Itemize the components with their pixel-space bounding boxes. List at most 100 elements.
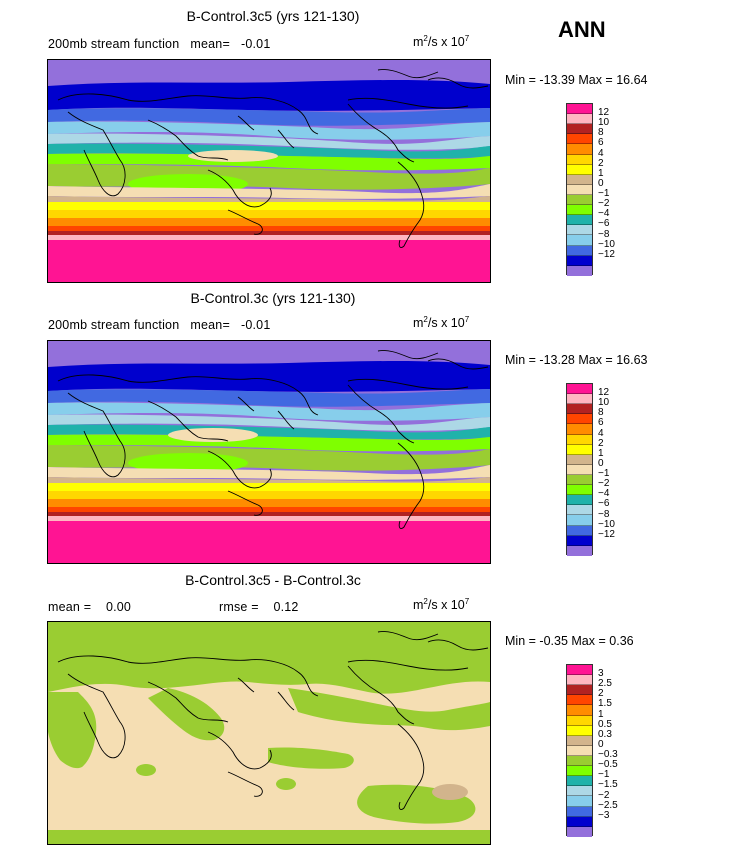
panel-3-rmse-value: 0.12 xyxy=(273,600,299,614)
band-orange xyxy=(48,218,490,226)
coastlines xyxy=(57,350,489,530)
band-wheat xyxy=(48,465,490,480)
panel-2-legend-swatch xyxy=(567,474,592,486)
unit-base: m xyxy=(413,35,424,50)
panel-1-legend-tick-label: −4 xyxy=(598,208,610,220)
panel-3-map xyxy=(47,621,491,845)
panel-3-mean-label: mean = xyxy=(48,600,92,614)
panel-1-legend-tick-label: −2 xyxy=(598,198,610,210)
blob-green-2 xyxy=(276,778,296,790)
band-sky xyxy=(48,402,490,421)
panel-2-legend-tick-label: 12 xyxy=(598,387,610,399)
panel-2-legend-tick-label: 4 xyxy=(598,427,604,439)
zone-green-west xyxy=(48,692,97,769)
blob-wheat-1 xyxy=(188,150,278,162)
panel-3-max-value: 0.36 xyxy=(609,634,634,648)
panel-1-mean-value: -0.01 xyxy=(241,37,271,51)
panel-3-legend-swatch xyxy=(567,745,592,756)
panel-1-title: B-Control.3c5 (yrs 121-130) xyxy=(186,8,360,24)
panel-3-rmse: rmse = 0.12 xyxy=(219,600,299,614)
band-firebrick xyxy=(48,231,490,235)
zone-green-mid xyxy=(148,688,225,741)
panel-1-legend-tick-label: −10 xyxy=(598,238,615,250)
panel-1-legend-swatch xyxy=(567,104,592,115)
panel-3-legend-swatch xyxy=(567,806,592,817)
panel-3-legend-tick-label: −2.5 xyxy=(598,799,618,811)
panel-1-legend-tick-label: −12 xyxy=(598,248,615,260)
panel-1-legend-tick-label: 4 xyxy=(598,147,604,159)
blob-tan xyxy=(432,784,468,800)
band-teal xyxy=(48,424,490,440)
panel-1-legend-tick-label: 2 xyxy=(598,157,604,169)
band-yellow xyxy=(48,202,490,210)
panel-2-subtitle: 200mb stream function mean= -0.01 xyxy=(48,318,271,332)
panel-2-legend-swatch xyxy=(567,444,592,455)
panel-1-legend-swatch xyxy=(567,144,592,155)
band-chartreuse xyxy=(48,434,490,452)
panel-1-legend-swatch xyxy=(567,235,592,246)
panel-3-legend-tick-label: 2.5 xyxy=(598,678,612,690)
panel-1-map xyxy=(47,59,491,283)
panel-2-legend-swatch xyxy=(567,414,592,425)
panel-1-legend-tick-label: 0 xyxy=(598,177,604,189)
panel-2-map-svg xyxy=(48,341,490,563)
panel-1-map-svg xyxy=(48,60,490,282)
panel-3-legend-swatch xyxy=(567,796,592,807)
panel-3-legend-tick-label: −2 xyxy=(598,789,610,801)
band-lightblue xyxy=(48,133,490,150)
band-chartreuse xyxy=(48,153,490,171)
band-orangered xyxy=(48,226,490,231)
panel-1-legend-swatch xyxy=(567,184,592,195)
panel-3-legend-tick-label: −0.5 xyxy=(598,759,618,771)
panel-3-legend-tick-label: 3 xyxy=(598,668,604,680)
panel-2-legend-swatch xyxy=(567,434,592,445)
panel-3-legend-tick-label: 0.3 xyxy=(598,728,612,740)
zone-green-east xyxy=(288,688,490,731)
zone-green-center xyxy=(268,747,354,769)
band-blue xyxy=(48,361,490,392)
band-gold xyxy=(48,491,490,499)
panel-3-minmax: Min = -0.35 Max = 0.36 xyxy=(505,634,634,648)
panel-3-map-svg xyxy=(48,622,490,844)
coastlines xyxy=(57,69,489,249)
panel-3-legend-tick-label: 0 xyxy=(598,738,604,750)
panel-2-legend-swatch xyxy=(567,535,592,546)
blob-chartreuse xyxy=(128,453,248,473)
panel-2-legend-swatch xyxy=(567,424,592,435)
panel-3-min-label: Min = xyxy=(505,634,536,648)
panel-1-mean-label: mean= xyxy=(190,37,230,51)
panel-3-legend-swatch xyxy=(567,735,592,746)
panel-1-minmax: Min = -13.39 Max = 16.64 xyxy=(505,73,648,87)
band-wheat xyxy=(48,184,490,199)
panel-3-legend: 3 2.5 2 1.5 1 0.5 0.3 0 −0.3 −0.5 −1 −1.5 −2 −2.5 −3 xyxy=(566,664,646,837)
panel-1-legend-tick-label: 1 xyxy=(598,167,604,179)
band-pink xyxy=(48,521,490,563)
unit-tail: /s x 10 xyxy=(427,598,465,613)
panel-1-legend-tick-label: 8 xyxy=(598,127,604,139)
band-lightpink xyxy=(48,235,490,240)
panel-1-max-value: 16.64 xyxy=(616,73,648,87)
panel-1-legend-tick-label: −6 xyxy=(598,218,610,230)
panel-3-legend-tick-label: 2 xyxy=(598,688,604,700)
panel-2-legend-swatch xyxy=(567,495,592,506)
panel-1-legend-swatch xyxy=(567,134,592,145)
panel-2-min-label: Min = xyxy=(505,353,536,367)
panel-1-max-label: Max = xyxy=(578,73,613,87)
panel-1-legend-swatch xyxy=(567,124,592,135)
panel-3-mean-value: 0.00 xyxy=(105,600,132,614)
panel-2-title: B-Control.3c (yrs 121-130) xyxy=(190,290,356,306)
panel-1-legend-swatch xyxy=(567,194,592,206)
panel-1-legend-tick-label: 12 xyxy=(598,107,610,119)
blob-green-1 xyxy=(136,764,156,776)
panel-2-map xyxy=(47,340,491,564)
panel-2-legend-colorbar xyxy=(566,383,593,556)
panel-3-legend-tick-label: 0.5 xyxy=(598,718,612,730)
unit-tail: /s x 10 xyxy=(427,35,465,50)
panel-3-units: m2/s x 107 xyxy=(413,597,469,612)
panel-2-legend-swatch xyxy=(567,485,592,496)
panel-2-legend-tick-label: 10 xyxy=(598,397,610,409)
panel-2-legend-swatch xyxy=(567,394,592,405)
band-yellow xyxy=(48,483,490,491)
panel-2-legend-tick-label: −2 xyxy=(598,478,610,490)
band-lightpink xyxy=(48,516,490,521)
